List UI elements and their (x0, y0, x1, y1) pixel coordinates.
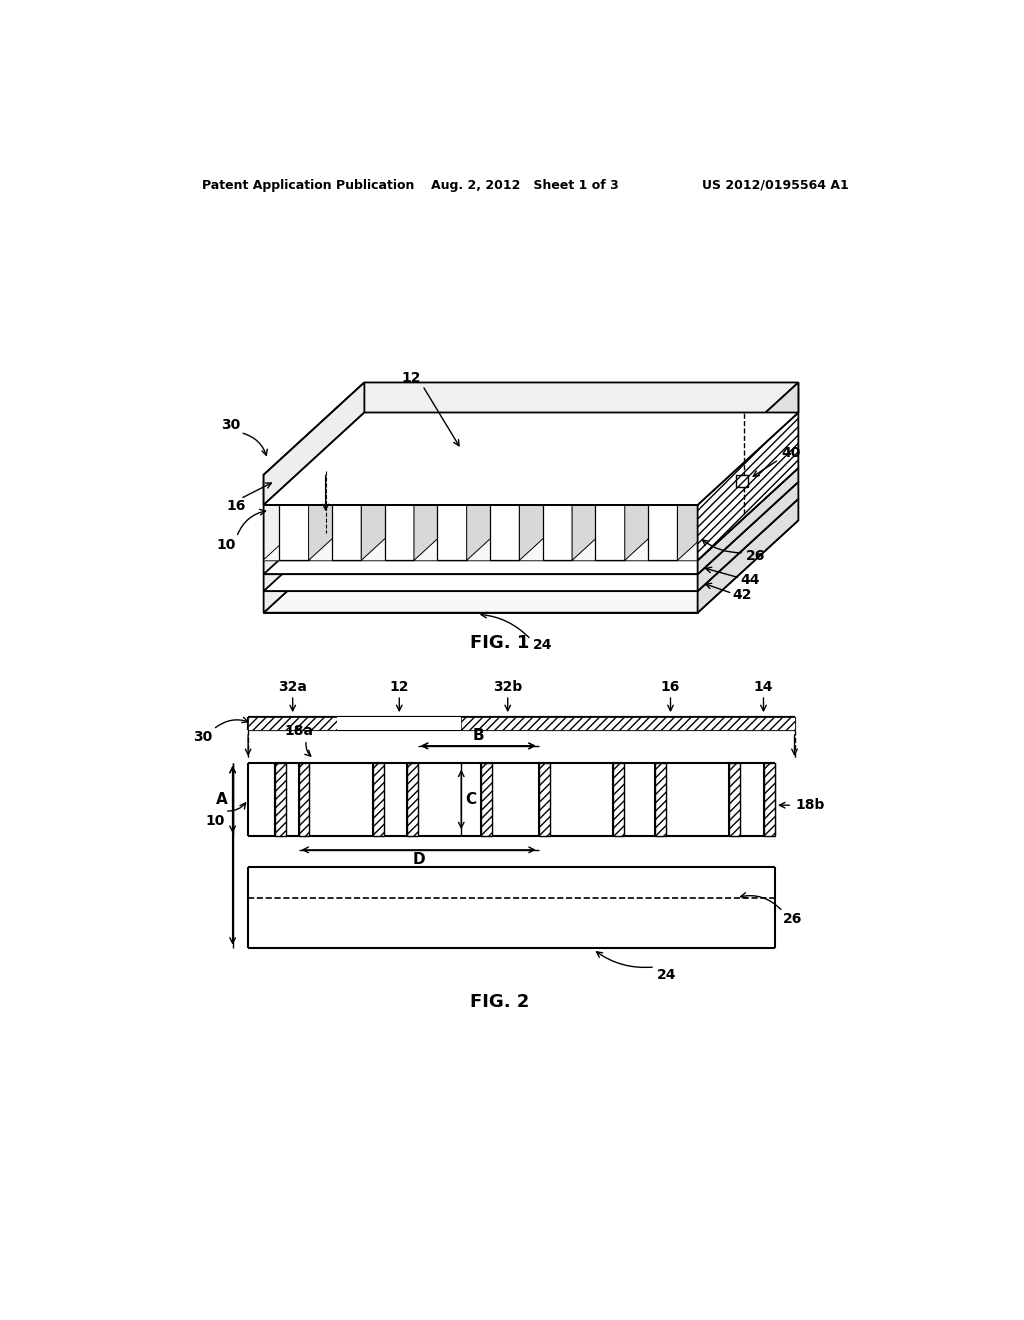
Text: B: B (472, 729, 484, 743)
Polygon shape (648, 395, 778, 487)
Text: 14: 14 (298, 453, 317, 466)
Bar (337, 717, 461, 730)
Polygon shape (263, 383, 365, 487)
Text: D: D (413, 853, 425, 867)
Polygon shape (678, 395, 778, 561)
Bar (275, 763, 286, 836)
Polygon shape (489, 487, 519, 561)
Polygon shape (385, 487, 414, 561)
Text: 42: 42 (733, 587, 753, 602)
Polygon shape (332, 395, 462, 487)
Polygon shape (308, 395, 410, 561)
Polygon shape (263, 395, 365, 561)
Polygon shape (697, 499, 799, 612)
Text: 18b: 18b (796, 799, 824, 812)
Polygon shape (697, 395, 799, 561)
Bar (764, 763, 775, 836)
Text: US 2012/0195564 A1: US 2012/0195564 A1 (702, 178, 849, 191)
Polygon shape (736, 475, 748, 487)
Polygon shape (263, 383, 365, 506)
Polygon shape (697, 469, 799, 574)
Text: A: A (216, 792, 227, 807)
Polygon shape (414, 395, 515, 561)
Text: 18a: 18a (284, 723, 313, 738)
Polygon shape (437, 487, 467, 561)
Polygon shape (263, 383, 799, 475)
Text: 14: 14 (754, 680, 773, 694)
Text: 12: 12 (401, 371, 421, 385)
Polygon shape (263, 499, 365, 612)
Polygon shape (543, 487, 572, 561)
Text: Patent Application Publication: Patent Application Publication (202, 178, 414, 191)
Text: 32a: 32a (279, 680, 307, 694)
Text: 26: 26 (746, 549, 765, 564)
Bar (613, 763, 624, 836)
Text: 24: 24 (656, 968, 677, 982)
Polygon shape (263, 475, 697, 487)
Polygon shape (263, 499, 799, 591)
Bar (407, 763, 418, 836)
Polygon shape (263, 482, 365, 591)
Polygon shape (489, 395, 621, 487)
Bar (373, 763, 384, 836)
Polygon shape (437, 395, 567, 487)
Polygon shape (572, 395, 673, 561)
Bar (729, 763, 740, 836)
Text: 26: 26 (782, 912, 802, 927)
Polygon shape (385, 395, 515, 487)
Text: 24: 24 (532, 638, 552, 652)
Polygon shape (263, 469, 365, 574)
Polygon shape (263, 469, 799, 561)
Polygon shape (595, 395, 726, 487)
Polygon shape (280, 395, 410, 487)
Polygon shape (697, 383, 799, 506)
Text: 40: 40 (781, 446, 801, 461)
Polygon shape (280, 487, 308, 561)
Polygon shape (263, 520, 799, 612)
Polygon shape (263, 574, 697, 591)
Polygon shape (595, 487, 625, 561)
Polygon shape (519, 395, 621, 561)
Text: 12: 12 (389, 680, 409, 694)
Text: Aug. 2, 2012   Sheet 1 of 3: Aug. 2, 2012 Sheet 1 of 3 (431, 178, 618, 191)
Polygon shape (263, 482, 799, 574)
Polygon shape (361, 395, 462, 561)
Bar (299, 763, 309, 836)
Polygon shape (648, 487, 678, 561)
Text: 30: 30 (221, 418, 240, 432)
Polygon shape (543, 395, 673, 487)
Text: 16: 16 (660, 680, 680, 694)
Polygon shape (625, 395, 726, 561)
Polygon shape (332, 487, 361, 561)
Text: FIG. 2: FIG. 2 (470, 993, 529, 1011)
Polygon shape (263, 475, 697, 506)
Text: 10: 10 (206, 814, 225, 828)
Polygon shape (697, 482, 799, 591)
Polygon shape (697, 383, 799, 487)
Polygon shape (467, 395, 567, 561)
Text: 30: 30 (194, 730, 213, 744)
Text: 44: 44 (740, 573, 760, 587)
Polygon shape (263, 591, 697, 612)
Bar (461, 717, 795, 730)
Polygon shape (263, 469, 799, 561)
Bar (248, 717, 337, 730)
Text: 16: 16 (226, 499, 246, 513)
Bar (539, 763, 550, 836)
Bar (655, 763, 666, 836)
Text: 10: 10 (217, 539, 237, 552)
Polygon shape (263, 412, 799, 506)
Text: C: C (465, 792, 476, 807)
Text: 32b: 32b (494, 680, 522, 694)
Text: FIG. 1: FIG. 1 (470, 635, 529, 652)
Polygon shape (263, 561, 697, 574)
Bar (481, 763, 493, 836)
